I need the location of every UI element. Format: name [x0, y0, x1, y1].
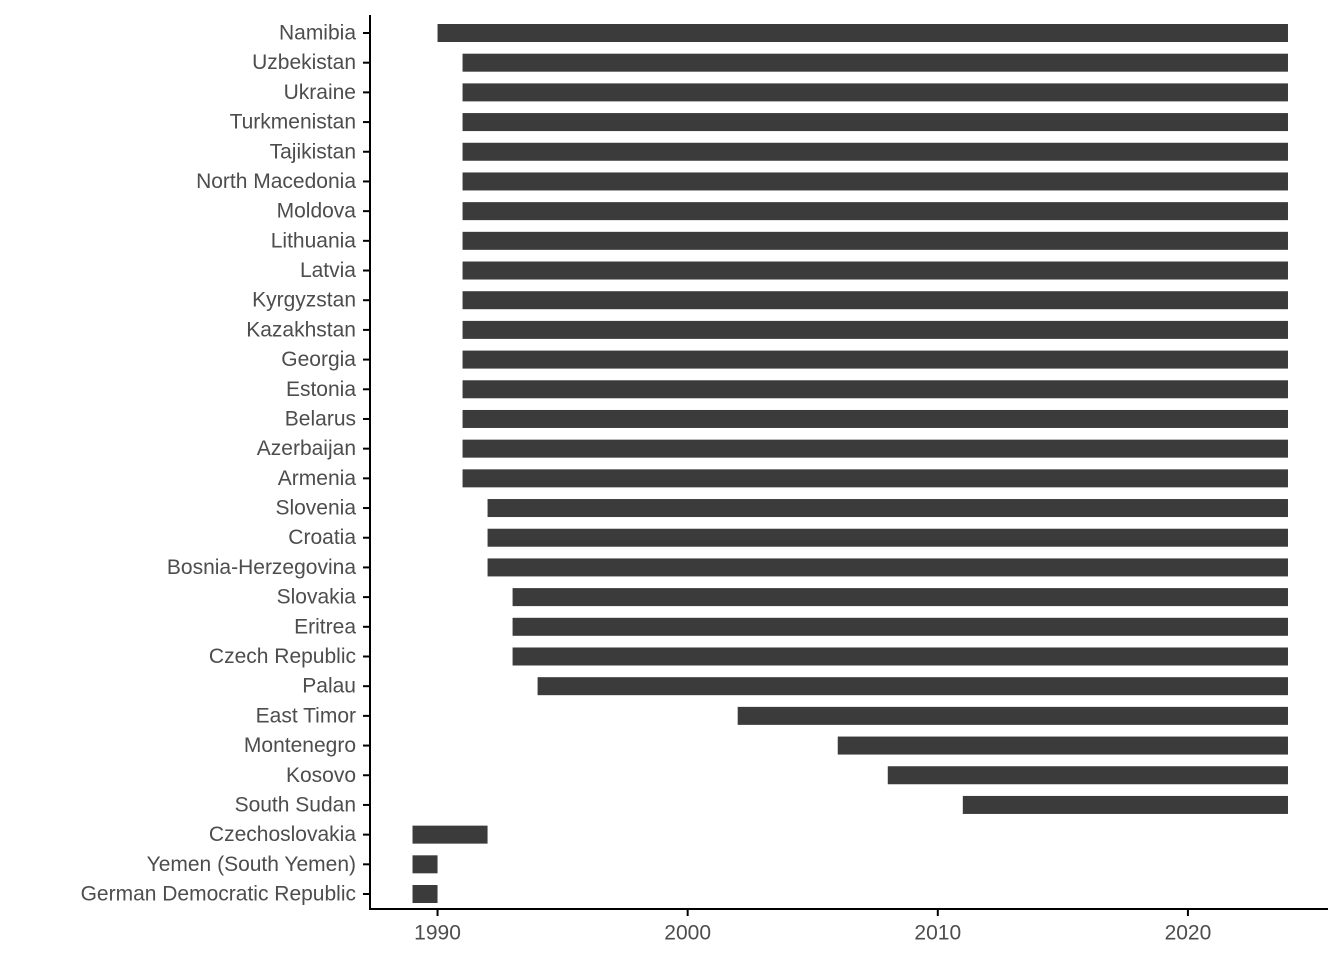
- y-tick-label: Ukraine: [284, 81, 356, 104]
- bar: [462, 231, 1288, 250]
- y-tick-label: Czechoslovakia: [209, 823, 356, 846]
- y-tick-label: Turkmenistan: [230, 111, 356, 134]
- bar: [412, 885, 438, 904]
- bar: [487, 499, 1288, 518]
- bar: [437, 24, 1288, 42]
- bar: [487, 528, 1288, 547]
- x-tick-label: 1990: [414, 922, 461, 945]
- bar: [462, 113, 1288, 132]
- bars-layer: [412, 24, 1288, 904]
- bar: [462, 320, 1288, 339]
- bar: [737, 706, 1288, 725]
- y-tick-label: Yemen (South Yemen): [147, 853, 356, 876]
- y-tick-label: Czech Republic: [209, 645, 356, 668]
- bar: [512, 647, 1288, 666]
- y-axis: Namibia Uzbekistan Ukraine Turkmenistan Taji…: [81, 15, 371, 909]
- bar: [462, 380, 1288, 399]
- y-tick-label: Georgia: [281, 348, 356, 371]
- y-tick-label: Bosnia-Herzegovina: [167, 556, 356, 579]
- bar: [487, 558, 1288, 577]
- bar: [462, 142, 1288, 161]
- x-tick-label: 2010: [914, 922, 961, 945]
- y-tick-label: North Macedonia: [196, 170, 356, 193]
- bar: [962, 795, 1288, 814]
- bar: [462, 409, 1288, 428]
- y-tick-label: Belarus: [285, 407, 356, 430]
- bar: [462, 469, 1288, 488]
- x-axis: 1990 2000 2010 2020: [369, 908, 1328, 945]
- y-tick-label: Namibia: [279, 22, 356, 45]
- y-tick-label: Estonia: [286, 378, 356, 401]
- y-tick-label: Croatia: [288, 526, 356, 549]
- bar: [412, 855, 438, 874]
- y-tick-label: Kazakhstan: [246, 318, 356, 341]
- bar: [462, 202, 1288, 221]
- x-tick-label: 2020: [1165, 922, 1212, 945]
- y-tick-label: Latvia: [300, 259, 356, 282]
- y-tick-label: Kyrgyzstan: [252, 289, 356, 312]
- y-tick-label: Palau: [302, 675, 356, 698]
- bar: [462, 439, 1288, 458]
- y-tick-label: Tajikistan: [270, 140, 356, 163]
- bar: [512, 617, 1288, 636]
- y-tick-label: Eritrea: [294, 615, 356, 638]
- x-tick-label: 2000: [664, 922, 711, 945]
- y-tick-label: Azerbaijan: [257, 437, 356, 460]
- y-tick-label: Kosovo: [286, 764, 356, 787]
- y-tick-label: Moldova: [277, 200, 357, 223]
- bar: [412, 825, 488, 844]
- bar: [887, 766, 1288, 785]
- bar: [537, 677, 1288, 696]
- bar: [462, 172, 1288, 191]
- y-tick-label: Uzbekistan: [252, 51, 356, 74]
- bar: [462, 291, 1288, 310]
- bar: [462, 53, 1288, 72]
- y-tick-label: East Timor: [256, 704, 356, 727]
- bar: [837, 736, 1288, 755]
- bar: [462, 261, 1288, 280]
- y-tick-label: South Sudan: [235, 793, 356, 816]
- bar: [512, 588, 1288, 607]
- y-tick-label: Armenia: [278, 467, 357, 490]
- y-tick-label: Slovenia: [275, 497, 356, 520]
- y-tick-label: German Democratic Republic: [81, 883, 356, 906]
- y-tick-label: Lithuania: [271, 229, 357, 252]
- bar: [462, 83, 1288, 102]
- y-tick-label: Slovakia: [277, 586, 357, 609]
- bar: [462, 350, 1288, 369]
- y-tick-label: Montenegro: [244, 734, 356, 757]
